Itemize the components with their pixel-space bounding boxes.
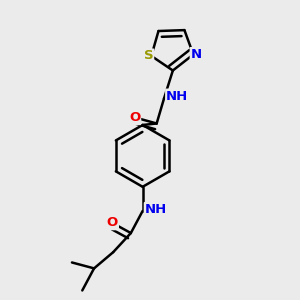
- Text: NH: NH: [145, 203, 167, 216]
- Text: NH: NH: [166, 90, 188, 103]
- Text: S: S: [144, 50, 153, 62]
- Text: N: N: [191, 48, 202, 61]
- Text: O: O: [129, 111, 140, 124]
- Text: O: O: [107, 216, 118, 229]
